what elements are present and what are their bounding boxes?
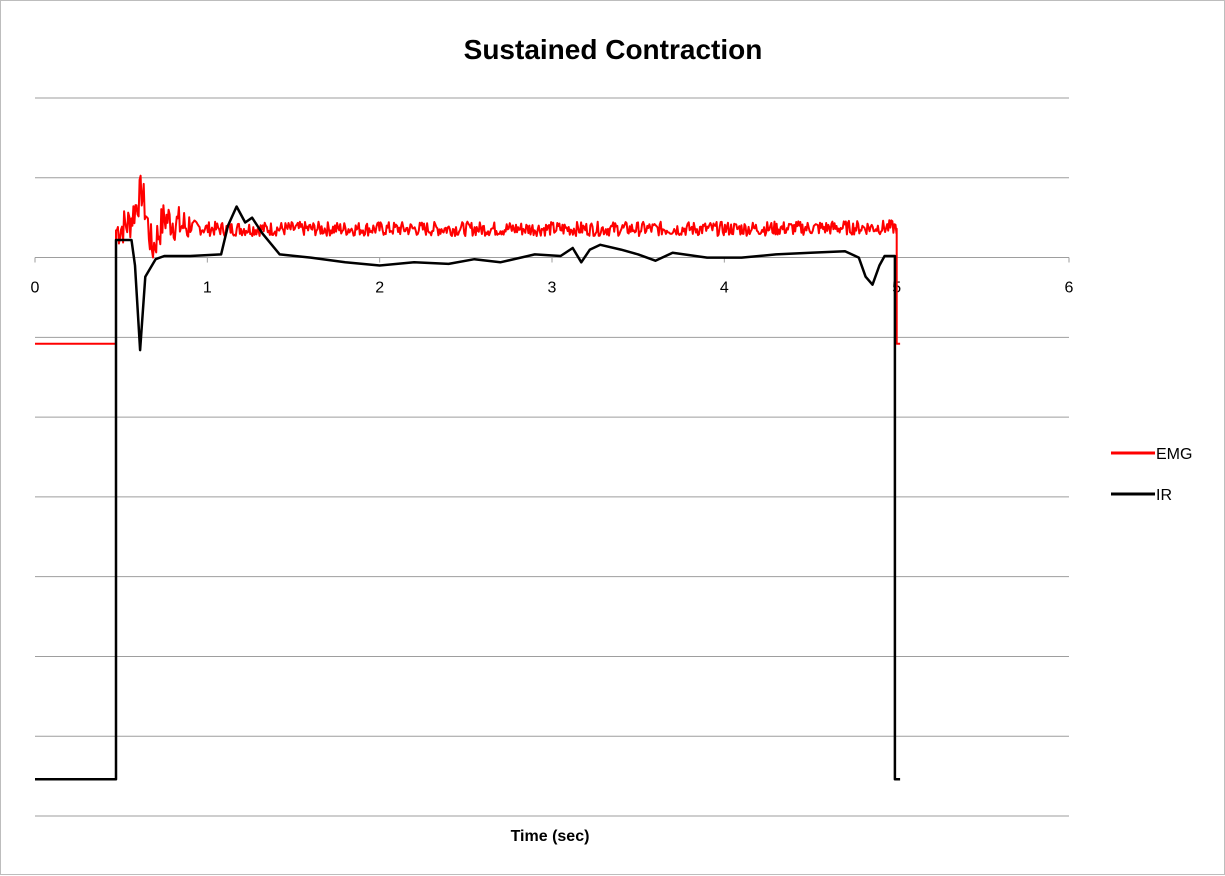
x-axis-label: Time (sec) [511, 828, 590, 845]
legend-label-emg: EMG [1156, 446, 1192, 463]
grid-lines [35, 97, 1069, 817]
series-line-ir [35, 205, 901, 781]
series-line-emg [35, 174, 901, 345]
x-tick-label: 3 [548, 280, 557, 297]
x-tick-label: 2 [375, 280, 384, 297]
x-tick-label: 0 [31, 280, 40, 297]
series-lines [35, 174, 901, 781]
legend: EMG IR [1111, 446, 1192, 504]
x-tick-label: 6 [1065, 280, 1074, 297]
chart-title: Sustained Contraction [464, 34, 763, 65]
legend-label-ir: IR [1156, 487, 1172, 504]
x-tick-label: 4 [720, 280, 729, 297]
x-tick-label: 1 [203, 280, 212, 297]
